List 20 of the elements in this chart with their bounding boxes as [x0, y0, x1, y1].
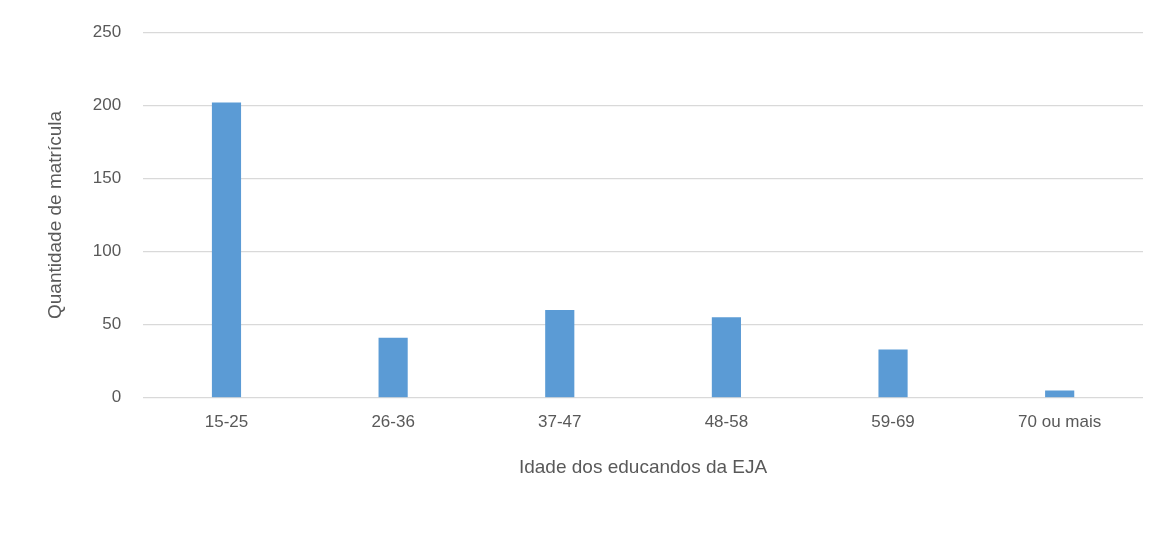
x-tick-label: 48-58 [704, 411, 749, 431]
bar [878, 349, 908, 398]
y-tick-label: 200 [92, 95, 122, 115]
y-tick-label: 100 [92, 241, 122, 261]
bar [378, 337, 408, 398]
x-tick-label: 26-36 [371, 411, 415, 431]
x-tick-label: 59-69 [871, 411, 915, 431]
bar [711, 317, 741, 398]
x-axis-title: Idade dos educandos da EJA [518, 455, 768, 477]
y-axis-title: Quantidade de matrícula [43, 110, 65, 320]
y-tick-label: 50 [102, 314, 122, 334]
bar [1045, 390, 1075, 398]
x-tick-label: 37-47 [538, 411, 582, 431]
y-tick-label: 0 [111, 387, 122, 407]
bar [545, 310, 575, 398]
y-tick-label: 150 [92, 168, 122, 188]
x-tick-label: 15-25 [204, 411, 249, 431]
x-tick-label: 70 ou mais [1018, 411, 1102, 431]
y-tick-label: 250 [92, 21, 122, 41]
bar [211, 102, 242, 398]
